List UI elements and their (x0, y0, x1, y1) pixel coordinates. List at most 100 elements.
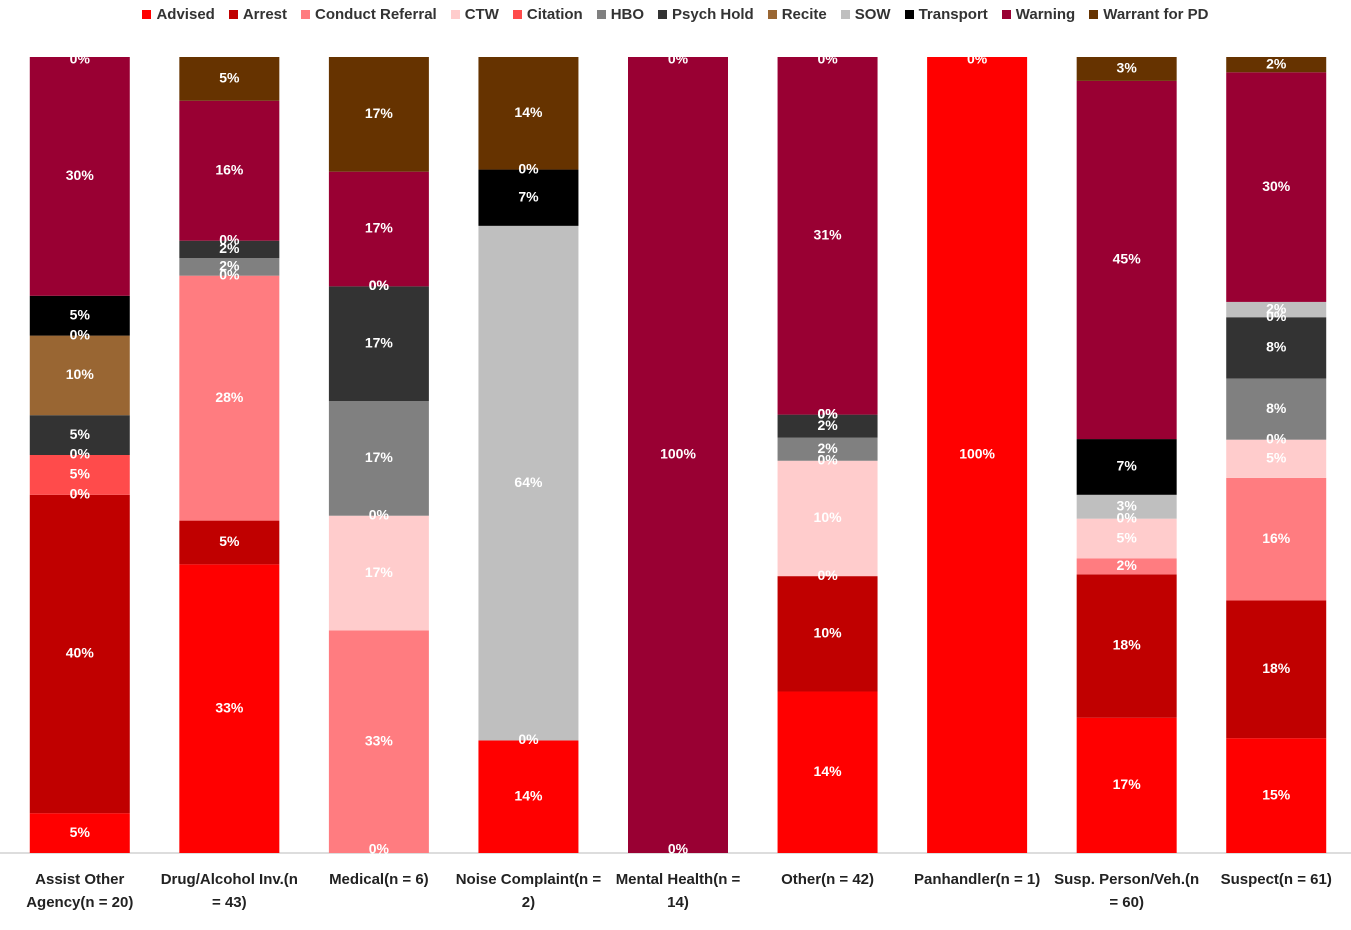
legend-label: Arrest (242, 6, 288, 23)
data-label: 0% (817, 51, 838, 67)
bar-segment (179, 520, 280, 565)
data-label: 0% (219, 231, 240, 247)
data-label: 100% (959, 446, 995, 462)
bar-segment (29, 455, 130, 495)
data-label: 45% (1113, 251, 1142, 267)
x-tick-label: Assist Other Agency(n = 20) (26, 871, 134, 911)
data-label: 0% (219, 266, 240, 282)
bar-segment (328, 57, 429, 172)
data-label: 31% (814, 227, 843, 243)
data-label: 17% (365, 564, 394, 580)
bar-segment (478, 57, 579, 170)
x-tick-label: Susp. Person/Veh.(n = 60) (1054, 871, 1200, 911)
data-label: 10% (66, 366, 95, 382)
bar-segment (478, 740, 579, 853)
legend-item: SOW (840, 6, 891, 23)
data-label: 5% (219, 533, 240, 549)
bar-segment (328, 515, 429, 631)
x-tick-label: Noise Complaint(n = 2) (455, 871, 602, 911)
legend-swatch (1089, 10, 1099, 19)
bar-segment (29, 295, 130, 336)
bar-segment (1226, 301, 1327, 318)
bar-segment (1226, 57, 1327, 73)
data-label: 2% (1266, 300, 1287, 316)
bar-segment (1076, 494, 1177, 519)
bar-segment (1076, 717, 1177, 853)
data-label: 0% (369, 841, 390, 857)
legend-item: Arrest (228, 6, 288, 23)
legend-item: Warrant for PD (1089, 6, 1209, 23)
bar-segment (1076, 518, 1177, 559)
data-label: 30% (1262, 178, 1291, 194)
data-label: 28% (215, 389, 244, 405)
bar-segment (1226, 439, 1327, 478)
legend: Advised Arrest Conduct Referral CTW Citation… (0, 6, 1351, 23)
data-label: 17% (365, 105, 394, 121)
legend-swatch (228, 10, 238, 19)
data-label: 3% (1117, 60, 1138, 76)
data-label: 33% (215, 699, 244, 715)
legend-label: Advised (156, 6, 215, 23)
bar-segment (179, 240, 280, 259)
data-label: 2% (817, 440, 838, 456)
legend-swatch (840, 10, 850, 19)
data-label: 5% (70, 426, 91, 442)
bar-segment (328, 630, 429, 853)
data-label: 40% (66, 645, 95, 661)
data-label: 100% (660, 446, 696, 462)
data-label: 16% (215, 161, 244, 177)
data-label: 2% (1266, 55, 1287, 71)
data-label: 0% (518, 731, 539, 747)
bar-segment (179, 275, 280, 521)
data-label: 30% (66, 167, 95, 183)
x-tick-label: Drug/Alcohol Inv.(n = 43) (160, 871, 298, 911)
bar-segment (1226, 378, 1327, 440)
bar-segment (777, 460, 878, 577)
data-label: 0% (1266, 430, 1287, 446)
bar-segment (29, 813, 130, 853)
legend-label: Warning (1015, 6, 1076, 23)
data-label: 0% (817, 451, 838, 467)
data-label: 14% (514, 787, 543, 803)
bar-segment (1076, 574, 1177, 718)
data-label: 5% (219, 70, 240, 86)
data-label: 2% (219, 240, 240, 256)
bar-segment (1076, 439, 1177, 495)
data-label: 0% (518, 160, 539, 176)
legend-item: Psych Hold (658, 6, 754, 23)
bar-segment (777, 576, 878, 692)
data-label: 14% (514, 104, 543, 120)
legend-swatch (767, 10, 777, 19)
data-label: 0% (668, 841, 689, 857)
bar-segment (328, 286, 429, 402)
data-label: 3% (1117, 497, 1138, 513)
legend-swatch (450, 10, 460, 19)
bar-segment (328, 171, 429, 287)
bar-segment (1226, 72, 1327, 302)
data-label: 8% (1266, 400, 1287, 416)
bar-segment (179, 564, 280, 853)
data-label: 10% (814, 509, 843, 525)
legend-label: Conduct Referral (315, 6, 437, 23)
data-label: 0% (817, 567, 838, 583)
data-label: 0% (1266, 308, 1287, 324)
bar-segment (179, 57, 280, 101)
legend-label: Warrant for PD (1103, 6, 1209, 23)
data-label: 0% (1117, 509, 1138, 525)
legend-swatch (1001, 10, 1011, 19)
bar-segment (29, 57, 130, 296)
x-tick-label: Mental Health(n = 14) (615, 871, 741, 911)
x-tick-label: Medical(n = 6) (329, 871, 429, 888)
bar-segment (478, 225, 579, 741)
data-label: 2% (817, 417, 838, 433)
legend-swatch (142, 10, 152, 19)
data-label: 16% (1262, 530, 1291, 546)
legend-label: Psych Hold (672, 6, 754, 23)
data-label: 0% (369, 277, 390, 293)
legend-label: Citation (526, 6, 583, 23)
legend-item: CTW (450, 6, 499, 23)
data-label: 0% (668, 51, 689, 67)
legend-item: Citation (512, 6, 583, 23)
bar-segment (1226, 600, 1327, 739)
